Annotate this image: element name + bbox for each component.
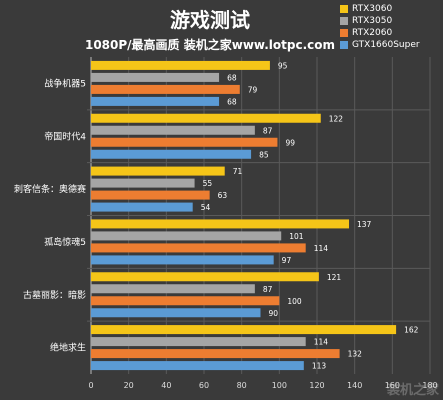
legend-item: RTX2060 [340, 27, 420, 39]
data-label: 113 [312, 362, 327, 371]
legend-label: RTX3050 [352, 16, 393, 26]
legend-swatch [340, 17, 348, 25]
data-label: 87 [263, 126, 273, 135]
data-label: 137 [357, 220, 372, 229]
bar [91, 272, 319, 282]
x-tick-label: 40 [161, 381, 171, 390]
x-tick-label: 180 [422, 381, 437, 390]
x-tick-label: 160 [385, 381, 400, 390]
legend-swatch [340, 5, 348, 13]
chart-subtitle: 1080P/最高画质 装机之家www.lotpc.com [84, 38, 336, 52]
bar [91, 243, 306, 253]
category-label: 刺客信条：奥德赛 [14, 183, 86, 195]
data-label: 85 [259, 150, 269, 159]
data-label: 162 [404, 326, 419, 335]
data-label: 114 [314, 244, 329, 253]
bar [91, 149, 252, 159]
bar [91, 166, 225, 176]
data-label: 71 [233, 167, 243, 176]
legend-label: RTX3060 [352, 4, 393, 14]
data-label: 95 [278, 61, 288, 70]
data-label: 68 [227, 73, 237, 82]
chart-title: 游戏测试 [170, 8, 250, 32]
x-tick-label: 120 [309, 381, 324, 390]
bar [91, 113, 321, 123]
data-label: 122 [329, 114, 344, 123]
legend-item: RTX3060 [340, 3, 420, 15]
data-label: 54 [201, 203, 211, 212]
bar [91, 361, 304, 371]
data-label: 68 [227, 97, 237, 106]
data-label: 79 [248, 85, 258, 94]
data-label: 114 [314, 338, 329, 347]
legend-swatch [340, 41, 348, 49]
data-label: 55 [203, 179, 213, 188]
bar [91, 296, 280, 306]
bar [91, 96, 220, 106]
category-label: 孤岛惊魂5 [44, 236, 86, 248]
category-label: 帝国时代4 [44, 130, 86, 142]
bar [91, 202, 193, 212]
bar [91, 255, 274, 265]
x-tick-label: 100 [272, 381, 287, 390]
bar [91, 308, 261, 318]
bar [91, 137, 278, 147]
x-tick-label: 0 [88, 381, 93, 390]
bar [91, 72, 220, 82]
legend-label: RTX2060 [352, 28, 393, 38]
bar [91, 125, 255, 135]
data-label: 101 [289, 232, 304, 241]
bar [91, 60, 270, 70]
x-tick-label: 60 [199, 381, 209, 390]
category-label: 古墓丽影：暗影 [23, 289, 86, 301]
x-tick-label: 80 [237, 381, 247, 390]
data-label: 100 [287, 297, 302, 306]
bar [91, 325, 397, 335]
data-label: 87 [263, 285, 273, 294]
bar [91, 84, 240, 94]
data-label: 63 [218, 191, 228, 200]
bar [91, 219, 350, 229]
data-label: 99 [285, 138, 295, 147]
data-label: 121 [327, 273, 342, 282]
bar [91, 231, 282, 241]
bar [91, 178, 195, 188]
legend-item: RTX3050 [340, 15, 420, 27]
watermark: 装机之家 [386, 383, 439, 398]
legend-label: GTX1660Super [352, 40, 420, 50]
legend: RTX3060 RTX3050 RTX2060 GTX1660Super [340, 3, 420, 51]
data-label: 97 [282, 256, 292, 265]
legend-item: GTX1660Super [340, 39, 420, 51]
data-label: 90 [269, 309, 279, 318]
bar [91, 284, 255, 294]
legend-swatch [340, 29, 348, 37]
bar [91, 349, 340, 359]
category-label: 绝地求生 [50, 342, 86, 354]
bar [91, 337, 306, 347]
bar [91, 190, 210, 200]
data-label: 132 [348, 350, 363, 359]
x-tick-label: 140 [347, 381, 362, 390]
x-tick-label: 20 [124, 381, 134, 390]
category-label: 战争机器5 [44, 77, 86, 89]
